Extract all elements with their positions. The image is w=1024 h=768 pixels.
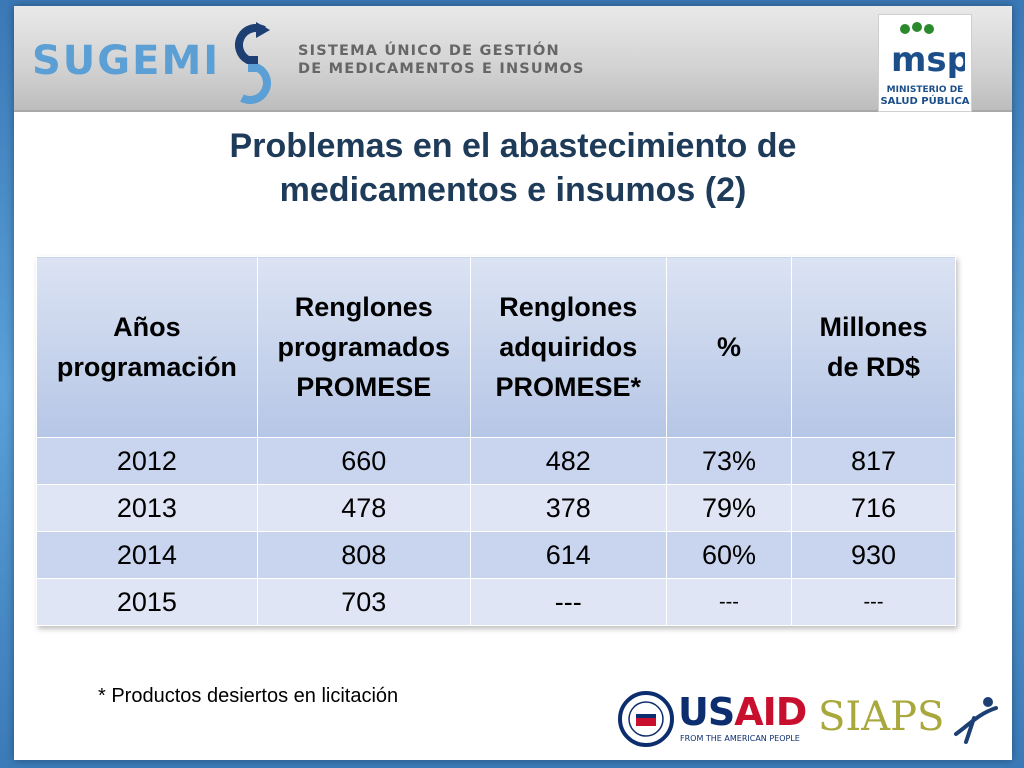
header-acquired-line3: PROMESE* bbox=[495, 372, 642, 402]
slide-title: Problemas en el abastecimiento de medica… bbox=[14, 124, 1012, 212]
ministry-logo: msp MINISTERIO DE SALUD PÚBLICA bbox=[878, 14, 972, 112]
siaps-figure-icon bbox=[954, 697, 998, 744]
sugemi-logo-text: SUGEMI bbox=[32, 38, 221, 84]
usaid-logo-text: USAID bbox=[678, 690, 807, 734]
siaps-logo-text: SIAPS bbox=[818, 694, 945, 740]
supply-table: Años programación Renglones programados … bbox=[36, 256, 956, 626]
header-acquired: Renglones adquiridos PROMESE* bbox=[469, 256, 667, 438]
cell-percent: 79% bbox=[665, 484, 793, 532]
table-row: 2013 478 378 79% 716 bbox=[36, 484, 956, 532]
sugemi-subtitle-line2: DE MEDICAMENTOS E INSUMOS bbox=[298, 61, 585, 77]
cell-acquired: 614 bbox=[469, 531, 667, 579]
header-years-line1: Años bbox=[113, 312, 181, 342]
header-programmed-line1: Renglones bbox=[294, 292, 433, 322]
cell-year: 2014 bbox=[36, 531, 258, 579]
cell-programmed: 478 bbox=[256, 484, 471, 532]
header-millions-line1: Millones bbox=[819, 312, 928, 342]
cell-year: 2012 bbox=[36, 437, 258, 485]
header-programmed-line2: programados bbox=[277, 332, 451, 362]
ministry-logo-letters: msp bbox=[891, 40, 965, 80]
header-years-line2: programación bbox=[56, 352, 237, 382]
cell-acquired: 482 bbox=[469, 437, 667, 485]
cell-millions: 930 bbox=[791, 531, 956, 579]
header-programmed-line3: PROMESE bbox=[296, 372, 432, 402]
ministry-caption-line2: SALUD PÚBLICA bbox=[880, 96, 970, 107]
header-millions-line2: de RD$ bbox=[826, 352, 921, 382]
sugemi-subtitle-line1: SISTEMA ÚNICO DE GESTIÓN bbox=[298, 43, 560, 59]
cell-percent: --- bbox=[665, 578, 793, 626]
slide: SUGEMI SISTEMA ÚNICO DE GESTIÓN DE MEDIC… bbox=[14, 6, 1012, 760]
cell-percent: 73% bbox=[665, 437, 793, 485]
table-row: 2014 808 614 60% 930 bbox=[36, 531, 956, 579]
cell-year: 2015 bbox=[36, 578, 258, 626]
usaid-tagline: FROM THE AMERICAN PEOPLE bbox=[680, 734, 800, 743]
usaid-seal-icon bbox=[618, 691, 674, 747]
header-millions: Millones de RD$ bbox=[791, 256, 956, 438]
cell-millions: 817 bbox=[791, 437, 956, 485]
sugemi-subtitle: SISTEMA ÚNICO DE GESTIÓN DE MEDICAMENTOS… bbox=[298, 42, 585, 78]
table-header-row: Años programación Renglones programados … bbox=[36, 256, 956, 438]
header-programmed: Renglones programados PROMESE bbox=[256, 256, 471, 438]
cell-programmed: 808 bbox=[256, 531, 471, 579]
table-row: 2015 703 --- --- --- bbox=[36, 578, 956, 626]
usaid-logo-aid: AID bbox=[734, 690, 807, 734]
cell-millions: 716 bbox=[791, 484, 956, 532]
sugemi-logo-mark-icon bbox=[235, 22, 271, 104]
header-years: Años programación bbox=[36, 256, 258, 438]
header-acquired-line1: Renglones bbox=[499, 292, 638, 322]
cell-acquired: 378 bbox=[469, 484, 667, 532]
footnote: * Productos desiertos en licitación bbox=[98, 685, 399, 707]
cell-millions: --- bbox=[791, 578, 956, 626]
usaid-logo-us: US bbox=[678, 690, 735, 734]
header-percent: % bbox=[665, 256, 793, 438]
ministry-caption-line1: MINISTERIO DE bbox=[886, 85, 964, 95]
header-acquired-line2: adquiridos bbox=[499, 332, 638, 362]
cell-programmed: 660 bbox=[256, 437, 471, 485]
header-banner: SUGEMI SISTEMA ÚNICO DE GESTIÓN DE MEDIC… bbox=[14, 6, 1012, 112]
table-row: 2012 660 482 73% 817 bbox=[36, 437, 956, 485]
cell-percent: 60% bbox=[665, 531, 793, 579]
header-percent-line1: % bbox=[716, 332, 741, 362]
cell-year: 2013 bbox=[36, 484, 258, 532]
slide-title-line1: Problemas en el abastecimiento de bbox=[229, 127, 797, 165]
cell-acquired: --- bbox=[469, 578, 667, 626]
cell-programmed: 703 bbox=[256, 578, 471, 626]
ministry-logo-mark-icon: msp bbox=[891, 22, 965, 80]
slide-title-line2: medicamentos e insumos (2) bbox=[279, 171, 747, 209]
